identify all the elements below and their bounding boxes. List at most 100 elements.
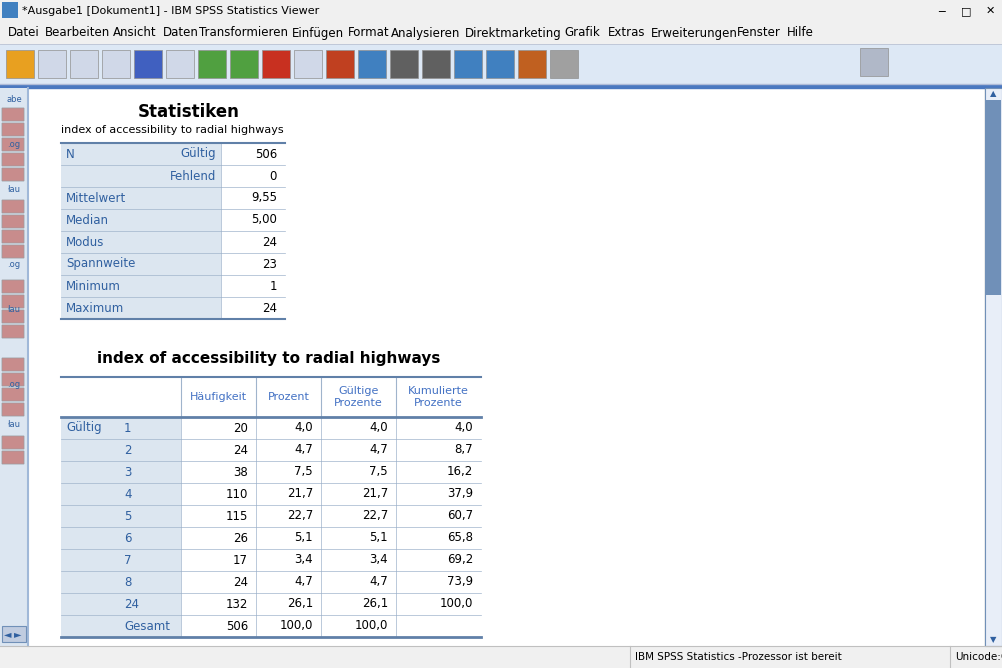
Text: Unicode:ON: Unicode:ON: [955, 652, 1002, 662]
Text: 4: 4: [124, 488, 131, 500]
Bar: [0, 22, 1002, 44]
Bar: [986, 100, 1001, 295]
Bar: [2, 358, 24, 371]
Text: 73,9: 73,9: [447, 576, 473, 589]
Bar: [61, 297, 221, 319]
Text: 110: 110: [225, 488, 248, 500]
Bar: [2, 403, 24, 416]
Text: Median: Median: [66, 214, 109, 226]
Bar: [230, 50, 258, 78]
Text: Gültig: Gültig: [180, 148, 216, 160]
Text: 3: 3: [124, 466, 131, 478]
Bar: [134, 50, 162, 78]
Bar: [181, 505, 481, 527]
Text: 100,0: 100,0: [355, 619, 388, 633]
Text: 4,7: 4,7: [370, 444, 388, 456]
Text: 2: 2: [124, 444, 131, 456]
Text: łau: łau: [7, 185, 20, 194]
Text: 24: 24: [233, 444, 248, 456]
Bar: [2, 388, 24, 401]
Text: Maximum: Maximum: [66, 301, 124, 315]
Bar: [2, 123, 24, 136]
Text: Gültige
Prozente: Gültige Prozente: [334, 386, 383, 407]
Bar: [2, 280, 24, 293]
Text: łau: łau: [7, 420, 20, 429]
Text: 22,7: 22,7: [362, 510, 388, 522]
Text: 24: 24: [262, 301, 277, 315]
Text: 20: 20: [233, 422, 248, 434]
Bar: [2, 373, 24, 386]
Text: 37,9: 37,9: [447, 488, 473, 500]
Bar: [2, 280, 24, 293]
Bar: [2, 108, 24, 121]
Bar: [2, 168, 24, 181]
Text: 0: 0: [270, 170, 277, 182]
Text: Statistiken: Statistiken: [138, 103, 239, 121]
Bar: [61, 209, 221, 231]
Bar: [2, 295, 24, 308]
Bar: [2, 295, 24, 308]
Bar: [518, 50, 546, 78]
Text: 1: 1: [270, 279, 277, 293]
Bar: [2, 153, 24, 166]
Text: .og: .og: [7, 140, 21, 149]
Bar: [860, 48, 888, 76]
Text: N: N: [66, 148, 75, 160]
Bar: [2, 626, 26, 642]
Text: 6: 6: [124, 532, 131, 544]
Bar: [181, 593, 481, 615]
Text: .og: .og: [7, 380, 21, 389]
Bar: [61, 461, 181, 483]
Text: 21,7: 21,7: [287, 488, 313, 500]
Text: 4,0: 4,0: [370, 422, 388, 434]
Text: Extras: Extras: [607, 27, 645, 39]
Text: Mittelwert: Mittelwert: [66, 192, 126, 204]
Bar: [61, 275, 221, 297]
Text: ►: ►: [14, 629, 22, 639]
Text: 5,1: 5,1: [295, 532, 313, 544]
Bar: [2, 436, 24, 449]
Text: 24: 24: [233, 576, 248, 589]
Bar: [221, 275, 285, 297]
Bar: [2, 2, 18, 18]
Text: Ansicht: Ansicht: [113, 27, 156, 39]
Text: łau: łau: [7, 305, 20, 314]
Bar: [61, 253, 221, 275]
Text: 100,0: 100,0: [280, 619, 313, 633]
Text: 65,8: 65,8: [447, 532, 473, 544]
Text: 24: 24: [124, 597, 139, 611]
Text: Minimum: Minimum: [66, 279, 121, 293]
Bar: [61, 187, 221, 209]
Text: 17: 17: [233, 554, 248, 566]
Bar: [2, 215, 24, 228]
Text: 5,1: 5,1: [370, 532, 388, 544]
Bar: [61, 549, 181, 571]
Text: 4,0: 4,0: [454, 422, 473, 434]
Bar: [61, 143, 221, 165]
Text: 4,7: 4,7: [295, 576, 313, 589]
Text: 8: 8: [124, 576, 131, 589]
Text: Gültig: Gültig: [66, 422, 101, 434]
Bar: [0, 84, 1002, 88]
Text: 9,55: 9,55: [250, 192, 277, 204]
Bar: [2, 403, 24, 416]
Text: 5: 5: [124, 510, 131, 522]
Text: 115: 115: [225, 510, 248, 522]
Text: Modus: Modus: [66, 236, 104, 248]
Bar: [70, 50, 98, 78]
Text: 38: 38: [233, 466, 248, 478]
Text: Daten: Daten: [162, 27, 198, 39]
Bar: [326, 50, 354, 78]
Text: Kumulierte
Prozente: Kumulierte Prozente: [408, 386, 469, 407]
Bar: [2, 325, 24, 338]
Text: ─: ─: [939, 6, 945, 16]
Bar: [181, 417, 481, 439]
Bar: [2, 310, 24, 323]
Text: Direktmarketing: Direktmarketing: [465, 27, 562, 39]
Bar: [61, 377, 481, 417]
Text: Einfügen: Einfügen: [293, 27, 345, 39]
Bar: [2, 325, 24, 338]
Bar: [181, 615, 481, 637]
Bar: [61, 165, 221, 187]
Bar: [61, 571, 181, 593]
